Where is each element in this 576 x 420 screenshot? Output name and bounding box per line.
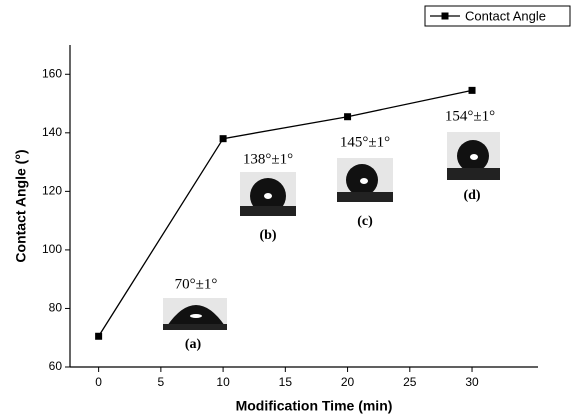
x-tick-label: 15 (279, 375, 293, 389)
y-tick-label: 160 (42, 66, 62, 80)
y-tick-label: 100 (42, 242, 62, 256)
x-tick-label: 10 (216, 375, 230, 389)
x-tick-label: 5 (158, 375, 165, 389)
x-tick-label: 0 (95, 375, 102, 389)
annotation: (b) (259, 228, 276, 243)
y-tick-label: 80 (49, 301, 63, 315)
data-point (219, 135, 227, 143)
annotation: (a) (185, 337, 202, 352)
annotation: 138°±1° (243, 151, 293, 167)
annotation: (d) (463, 188, 480, 203)
droplet-d (447, 132, 500, 180)
legend-label: Contact Angle (465, 8, 546, 23)
droplet-a (163, 298, 227, 330)
legend-marker (441, 12, 449, 20)
data-point (344, 113, 352, 121)
annotation: 145°±1° (340, 134, 390, 150)
x-tick-label: 20 (341, 375, 355, 389)
x-tick-label: 30 (465, 375, 479, 389)
y-tick-label: 120 (42, 184, 62, 198)
x-axis-title: Modification Time (min) (236, 398, 393, 414)
droplet-b (240, 172, 296, 216)
droplet-c (337, 158, 393, 202)
y-tick-label: 140 (42, 125, 62, 139)
annotation: (c) (357, 214, 373, 229)
y-tick-label: 60 (49, 359, 63, 373)
y-axis-title: Contact Angle (°) (13, 149, 29, 262)
data-point (95, 332, 103, 340)
annotation: 70°±1° (175, 276, 218, 292)
legend-box (424, 5, 571, 27)
x-tick-label: 25 (403, 375, 417, 389)
series-line (98, 89, 473, 337)
data-point (468, 86, 476, 94)
annotation: 154°±1° (445, 108, 495, 124)
